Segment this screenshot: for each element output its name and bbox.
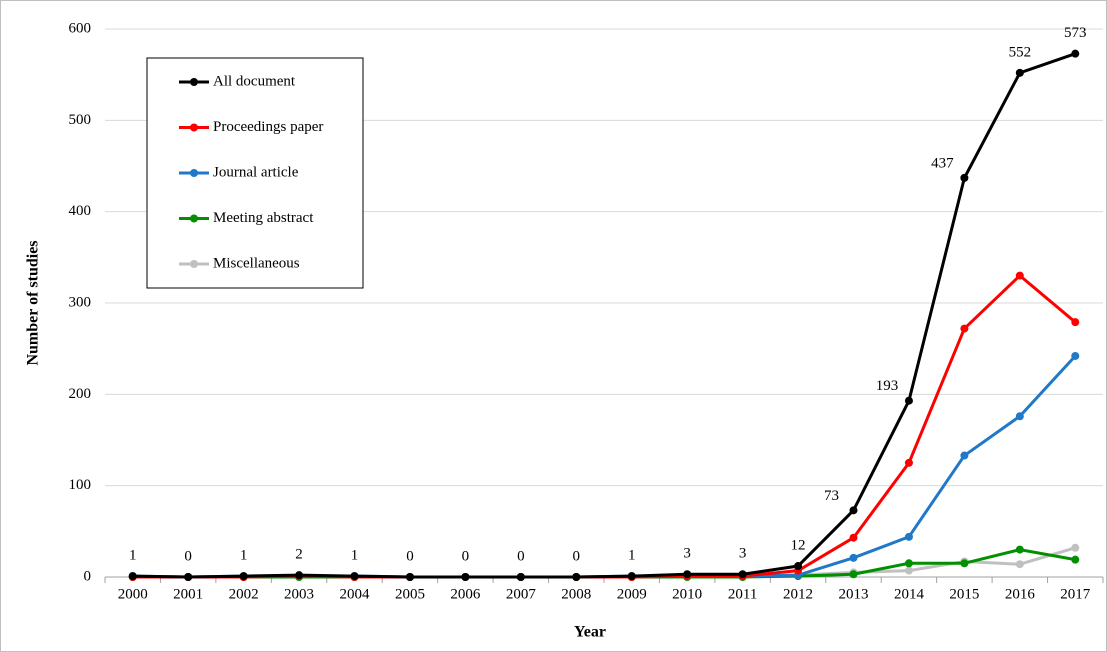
data-point [904, 559, 913, 568]
data-point [184, 573, 193, 581]
data-point [1015, 68, 1024, 77]
x-tick-label: 2007 [506, 586, 537, 602]
data-label: 2 [295, 547, 303, 563]
y-tick-label: 300 [69, 294, 92, 310]
data-point [128, 572, 137, 581]
series-line [132, 52, 1076, 579]
y-tick-label: 500 [69, 112, 92, 128]
data-point [1015, 412, 1024, 421]
data-point [461, 573, 470, 581]
legend-label: Proceedings paper [213, 119, 323, 135]
data-point [904, 566, 913, 575]
data-label: 437 [931, 155, 954, 171]
data-point [794, 562, 803, 571]
data-point [627, 572, 636, 581]
data-point [960, 324, 969, 333]
data-point [350, 572, 359, 581]
data-point [904, 458, 913, 467]
data-label: 12 [791, 537, 806, 553]
data-point [572, 573, 581, 581]
data-label: 573 [1064, 25, 1087, 41]
data-point [960, 559, 969, 568]
data-point [1071, 351, 1080, 360]
data-point [1015, 271, 1024, 280]
data-label: 73 [824, 488, 839, 504]
x-axis-title: Year [574, 624, 606, 641]
x-tick-label: 2014 [894, 586, 925, 602]
data-point [295, 571, 304, 580]
x-tick-label: 2011 [728, 586, 757, 602]
data-label: 193 [876, 378, 899, 394]
y-tick-label: 200 [69, 386, 92, 402]
data-label: 0 [517, 548, 525, 564]
data-label: 3 [683, 546, 691, 562]
data-point [849, 570, 858, 579]
legend-label: Miscellaneous [213, 255, 300, 271]
data-point [738, 570, 747, 579]
data-point [849, 533, 858, 542]
x-tick-label: 2012 [783, 586, 813, 602]
x-tick-label: 2010 [672, 586, 702, 602]
data-label: 1 [240, 548, 248, 564]
data-label: 0 [406, 548, 414, 564]
legend-label: Journal article [213, 164, 299, 180]
legend-swatch-marker [190, 169, 198, 177]
x-tick-label: 2002 [229, 586, 259, 602]
x-tick-label: 2004 [340, 586, 371, 602]
legend-swatch-marker [190, 260, 198, 268]
legend-label: Meeting abstract [213, 210, 314, 226]
x-tick-label: 2017 [1060, 586, 1091, 602]
data-point [405, 573, 414, 581]
data-point [904, 396, 913, 405]
data-point [1071, 49, 1080, 58]
x-tick-label: 2003 [284, 586, 314, 602]
data-point [849, 553, 858, 562]
y-tick-label: 0 [84, 568, 92, 584]
data-point [1015, 545, 1024, 554]
x-tick-label: 2009 [617, 586, 647, 602]
data-point [1071, 318, 1080, 327]
y-tick-label: 100 [69, 477, 92, 493]
x-tick-label: 2008 [561, 586, 591, 602]
data-point [239, 572, 248, 581]
data-point [1015, 560, 1024, 569]
data-label: 1 [628, 548, 636, 564]
data-point [683, 570, 692, 579]
data-point [516, 573, 525, 581]
legend-label: All document [213, 73, 296, 89]
x-tick-label: 2006 [450, 586, 481, 602]
x-tick-label: 2015 [949, 586, 979, 602]
data-point [960, 173, 969, 182]
data-point [904, 532, 913, 541]
data-label: 0 [573, 548, 581, 564]
data-label: 1 [351, 548, 359, 564]
data-point [849, 506, 858, 515]
legend-swatch-marker [190, 214, 198, 223]
y-tick-label: 600 [69, 20, 92, 36]
data-label: 0 [462, 548, 470, 564]
data-label: 552 [1009, 44, 1032, 60]
legend-swatch-marker [190, 78, 198, 86]
x-tick-label: 2005 [395, 586, 425, 602]
data-point [1071, 543, 1080, 552]
data-label: 1 [129, 548, 137, 564]
data-point [1071, 555, 1080, 564]
y-axis-title: Number of studies [25, 240, 42, 365]
y-tick-label: 400 [69, 203, 92, 219]
x-tick-label: 2013 [839, 586, 869, 602]
legend-swatch-marker [190, 123, 198, 132]
data-label: 3 [739, 546, 747, 562]
x-tick-label: 2016 [1005, 586, 1036, 602]
x-tick-label: 2001 [173, 586, 203, 602]
data-point [960, 451, 969, 460]
data-label: 0 [184, 548, 192, 564]
x-tick-label: 2000 [118, 586, 148, 602]
